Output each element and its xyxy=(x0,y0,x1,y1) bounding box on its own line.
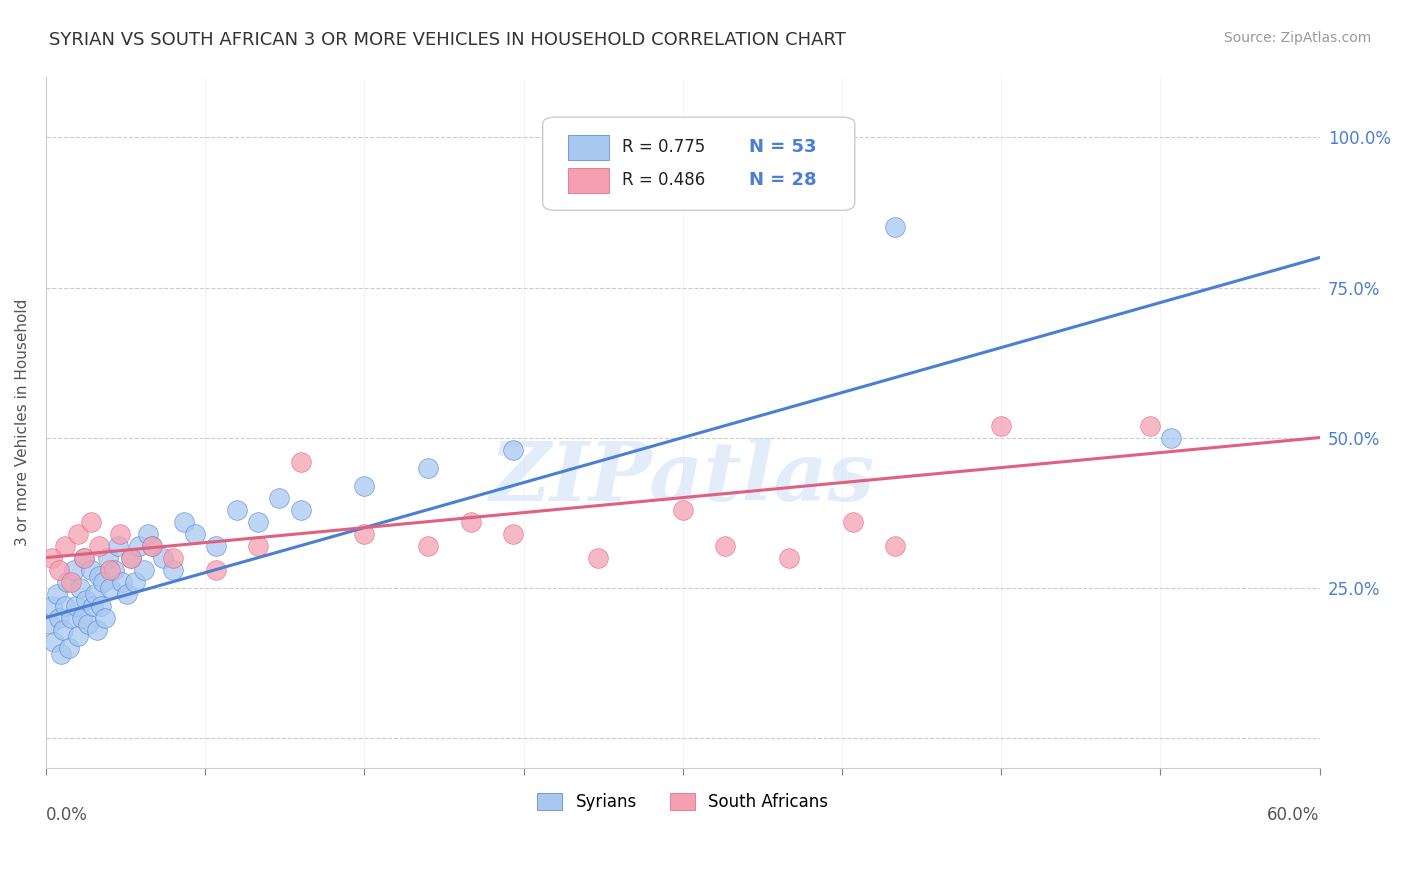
Point xyxy=(173,515,195,529)
Point xyxy=(90,599,112,613)
Point xyxy=(714,539,737,553)
Point xyxy=(98,581,121,595)
Point xyxy=(79,515,101,529)
FancyBboxPatch shape xyxy=(568,135,609,160)
Point xyxy=(884,220,907,235)
Point xyxy=(502,526,524,541)
Point xyxy=(41,599,63,613)
Point xyxy=(69,581,91,595)
Point xyxy=(110,526,132,541)
Point xyxy=(53,539,76,553)
Point xyxy=(162,563,184,577)
Point xyxy=(60,574,83,589)
Point xyxy=(39,616,62,631)
Point xyxy=(183,526,205,541)
Point xyxy=(111,574,134,589)
Text: SYRIAN VS SOUTH AFRICAN 3 OR MORE VEHICLES IN HOUSEHOLD CORRELATION CHART: SYRIAN VS SOUTH AFRICAN 3 OR MORE VEHICL… xyxy=(49,31,846,49)
Point xyxy=(353,478,375,492)
Text: R = 0.775: R = 0.775 xyxy=(621,138,704,156)
Point xyxy=(128,539,150,553)
Point xyxy=(136,526,159,541)
Point xyxy=(152,550,174,565)
Point xyxy=(79,563,101,577)
Point xyxy=(416,460,439,475)
Point xyxy=(58,640,80,655)
Point xyxy=(87,539,110,553)
Point xyxy=(141,539,163,553)
Text: N = 28: N = 28 xyxy=(749,171,817,189)
FancyBboxPatch shape xyxy=(543,117,855,211)
Point xyxy=(416,539,439,553)
Point xyxy=(162,550,184,565)
Point xyxy=(884,539,907,553)
Point xyxy=(48,610,70,624)
Point xyxy=(586,550,609,565)
Point xyxy=(62,563,84,577)
Point xyxy=(115,587,138,601)
Point xyxy=(120,550,142,565)
Point xyxy=(841,515,863,529)
Point xyxy=(353,526,375,541)
Point xyxy=(990,418,1012,433)
Legend: Syrians, South Africans: Syrians, South Africans xyxy=(530,787,835,818)
Point xyxy=(141,539,163,553)
Point xyxy=(73,550,96,565)
Point xyxy=(65,599,87,613)
Point xyxy=(98,563,121,577)
Point xyxy=(53,599,76,613)
Point xyxy=(1160,431,1182,445)
Point xyxy=(70,610,93,624)
Point xyxy=(48,563,70,577)
Text: 60.0%: 60.0% xyxy=(1267,805,1320,823)
Y-axis label: 3 or more Vehicles in Household: 3 or more Vehicles in Household xyxy=(15,299,30,546)
Point xyxy=(247,539,270,553)
Text: ZIPatlas: ZIPatlas xyxy=(491,438,876,517)
Point xyxy=(75,592,97,607)
Point xyxy=(52,623,75,637)
Point xyxy=(460,515,482,529)
Point xyxy=(86,623,108,637)
Point xyxy=(91,574,114,589)
Text: Source: ZipAtlas.com: Source: ZipAtlas.com xyxy=(1223,31,1371,45)
Point xyxy=(247,515,270,529)
Point xyxy=(45,587,67,601)
Point xyxy=(290,454,312,468)
Text: N = 53: N = 53 xyxy=(749,138,817,156)
Point xyxy=(120,550,142,565)
Point xyxy=(44,634,66,648)
Point xyxy=(132,563,155,577)
Point xyxy=(124,574,146,589)
Point xyxy=(83,587,105,601)
Point xyxy=(60,610,83,624)
Point xyxy=(269,491,291,505)
Point xyxy=(778,550,800,565)
Point xyxy=(96,550,118,565)
Text: 0.0%: 0.0% xyxy=(46,805,87,823)
Point xyxy=(204,539,226,553)
Point xyxy=(56,574,79,589)
Point xyxy=(82,599,104,613)
Point xyxy=(204,563,226,577)
Point xyxy=(41,550,63,565)
Point xyxy=(672,502,695,516)
Point xyxy=(107,539,129,553)
Point xyxy=(290,502,312,516)
FancyBboxPatch shape xyxy=(568,168,609,193)
Point xyxy=(226,502,249,516)
Point xyxy=(1139,418,1161,433)
Point xyxy=(94,610,117,624)
Point xyxy=(73,550,96,565)
Text: R = 0.486: R = 0.486 xyxy=(621,171,704,189)
Point xyxy=(66,629,89,643)
Point xyxy=(66,526,89,541)
Point xyxy=(502,442,524,457)
Point xyxy=(77,616,100,631)
Point xyxy=(87,568,110,582)
Point xyxy=(49,647,72,661)
Point xyxy=(103,563,125,577)
